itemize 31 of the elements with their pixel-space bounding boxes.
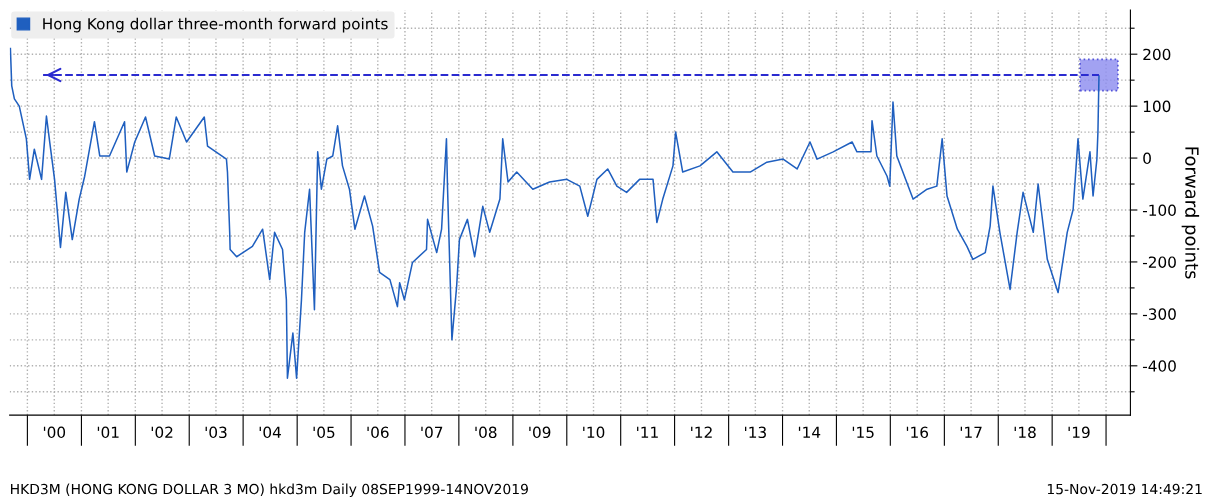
- x-tick-label: '08: [475, 426, 497, 439]
- x-tick-label: '09: [529, 426, 551, 439]
- y-tick-label: 0: [1143, 152, 1151, 165]
- x-tick-label: '05: [313, 426, 335, 439]
- y-tick-label: 100: [1143, 100, 1171, 113]
- y-axis-title: Forward points: [1181, 147, 1200, 279]
- x-tick-label: '11: [637, 426, 658, 438]
- x-tick-label: '07: [421, 426, 443, 439]
- x-tick-label: '04: [259, 426, 281, 439]
- x-tick-label: '00: [43, 426, 66, 439]
- legend-label: Hong Kong dollar three-month forward points: [43, 17, 388, 33]
- x-tick-label: '15: [852, 426, 874, 439]
- x-tick-label: '16: [906, 426, 929, 439]
- x-tick-label: '13: [745, 426, 766, 439]
- x-tick-label: '06: [367, 426, 389, 439]
- y-tick-label: -100: [1142, 204, 1176, 217]
- y-tick-label: 200: [1143, 48, 1171, 61]
- x-tick-label: '01: [97, 426, 119, 439]
- y-tick-label: -400: [1142, 360, 1176, 372]
- x-tick-label: '19: [1068, 426, 1090, 439]
- x-tick-label: '02: [151, 426, 173, 439]
- x-tick-label: '17: [960, 426, 982, 438]
- x-tick-label: '18: [1014, 426, 1036, 439]
- y-tick-label: -200: [1142, 256, 1176, 268]
- x-tick-label: '14: [798, 426, 821, 438]
- x-tick-label: '12: [691, 426, 712, 438]
- x-tick-label: '10: [583, 426, 605, 439]
- x-tick-label: '03: [205, 426, 227, 439]
- y-tick-label: -300: [1142, 308, 1176, 320]
- text: 15-Nov-2019 14:49:21: [1047, 483, 1202, 495]
- text: HKD3M (HONG KONG DOLLAR 3 MO) hkd3m Daily 08SEP1999-14NOV2019: [11, 483, 528, 497]
